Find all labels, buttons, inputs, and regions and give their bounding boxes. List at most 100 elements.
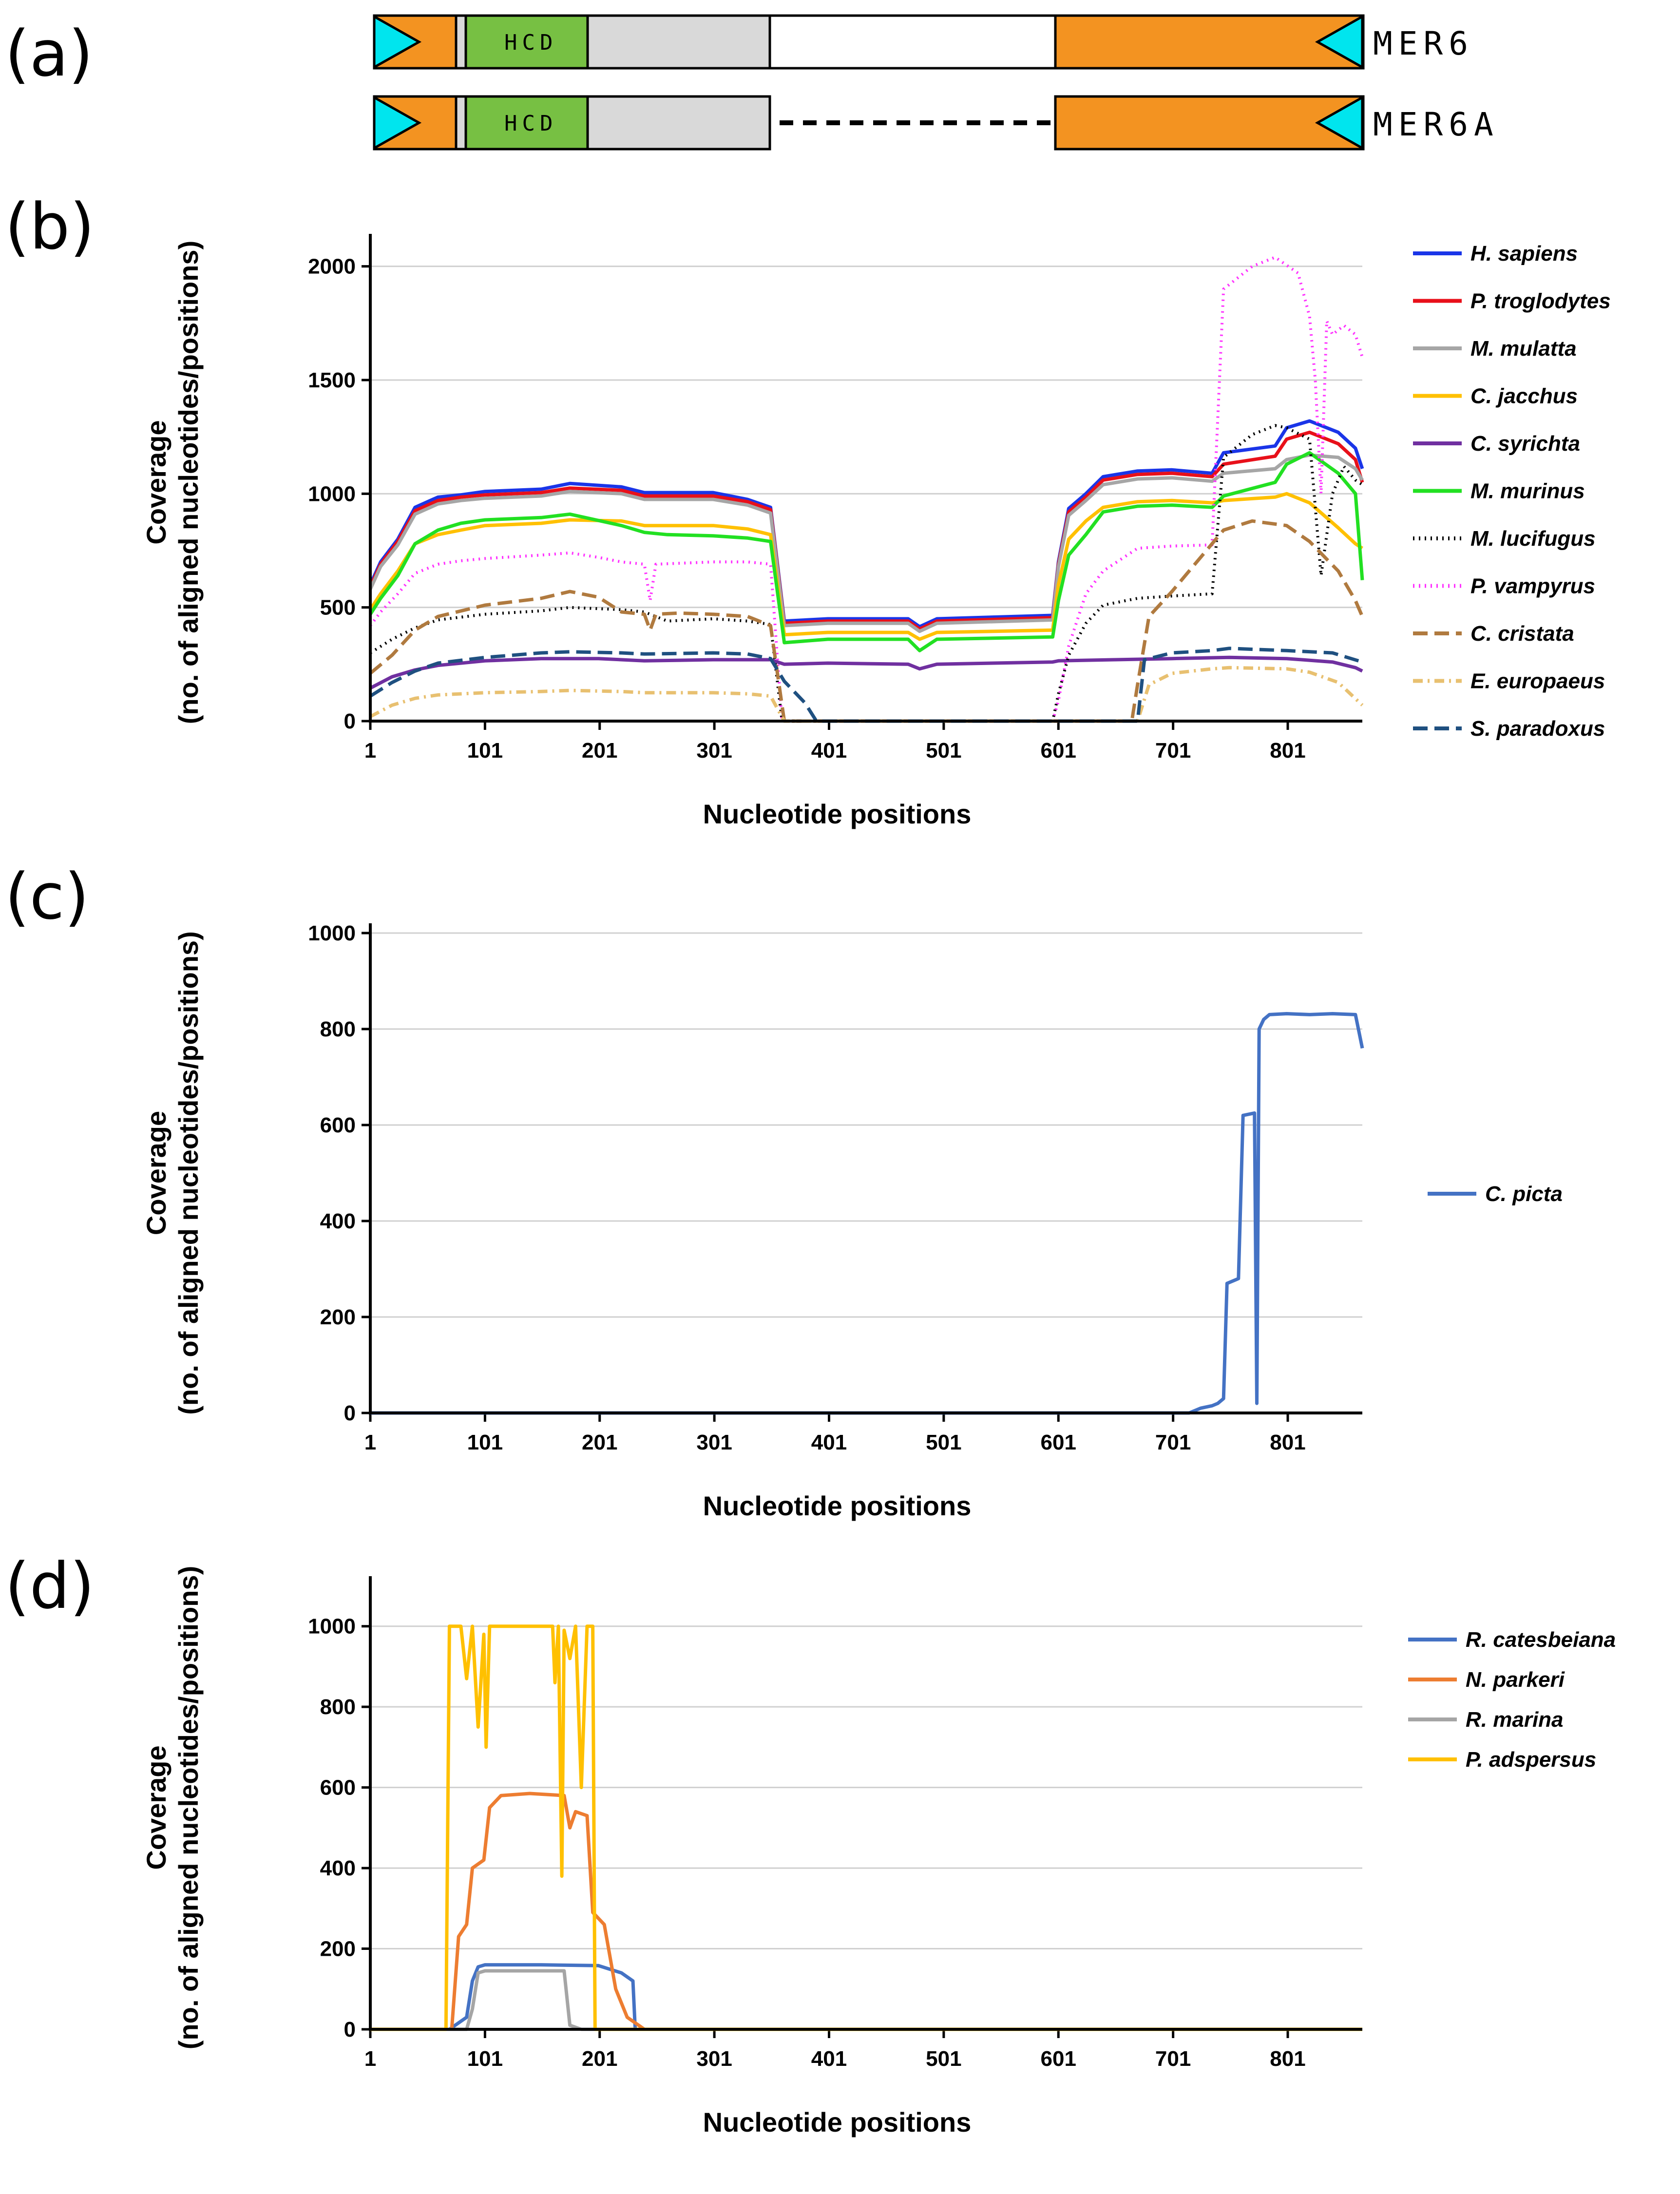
- series-line: [368, 453, 1364, 633]
- series-line: [370, 1624, 1362, 2031]
- legend-label: P. troglodytes: [1470, 289, 1611, 313]
- series-line: [369, 647, 1363, 723]
- x-tick-label: 401: [811, 1431, 847, 1454]
- y-tick-label: 2000: [308, 255, 356, 279]
- x-tick-label: 401: [811, 739, 847, 763]
- mer6a-structure: HCD MER6A: [373, 95, 1499, 151]
- y-axis-title: Coverage: [141, 1745, 172, 1870]
- legend-label: S. paradoxus: [1470, 717, 1605, 741]
- y-tick-label: 600: [320, 1776, 356, 1800]
- x-tick-label: 301: [696, 739, 732, 763]
- x-tick-label: 601: [1041, 739, 1076, 763]
- y-tick-label: 1000: [308, 482, 356, 506]
- x-tick-label: 201: [582, 739, 617, 763]
- x-tick-label: 1: [364, 1431, 376, 1454]
- legend-label: C. syrichta: [1470, 432, 1580, 456]
- x-tick-label: 601: [1041, 2047, 1076, 2071]
- x-tick-label: 701: [1155, 1431, 1191, 1454]
- legend-label: M. mulatta: [1470, 337, 1577, 361]
- series-line: [369, 492, 1363, 641]
- mer6-left-tir-icon: [373, 14, 422, 70]
- y-tick-label: 200: [320, 1937, 356, 1961]
- series-line: [368, 430, 1364, 631]
- legend-label: E. europaeus: [1470, 669, 1605, 693]
- legend-label: H. sapiens: [1470, 242, 1578, 266]
- y-axis-title: Coverage: [141, 420, 172, 544]
- legend-label: N. parkeri: [1466, 1668, 1565, 1692]
- mer6a-right-tir-icon: [1315, 95, 1364, 151]
- x-tick-label: 501: [926, 739, 961, 763]
- series-line: [369, 666, 1364, 723]
- y-tick-label: 800: [320, 1695, 356, 1719]
- mer6-name: MER6: [1373, 25, 1474, 62]
- x-tick-label: 101: [467, 739, 503, 763]
- x-axis-title: Nucleotide positions: [703, 2107, 972, 2137]
- series-line: [370, 1969, 1362, 2031]
- series-line: [369, 256, 1364, 723]
- panel-label-b: (b): [5, 190, 95, 264]
- x-tick-label: 701: [1155, 739, 1191, 763]
- y-tick-label: 500: [320, 596, 356, 620]
- y-tick-label: 0: [344, 1401, 356, 1425]
- series-line: [369, 655, 1363, 690]
- x-tick-label: 1: [364, 2047, 376, 2071]
- legend-label: C. cristata: [1470, 622, 1574, 646]
- legend-label: C. jacchus: [1470, 384, 1578, 408]
- y-tick-label: 0: [344, 709, 356, 733]
- x-tick-label: 301: [696, 2047, 732, 2071]
- panel-label-d: (d): [5, 1549, 95, 1623]
- x-tick-label: 801: [1270, 1431, 1305, 1454]
- y-axis-title-detail: (no. of aligned nucleotides/positions): [173, 931, 204, 1414]
- x-tick-label: 801: [1270, 739, 1305, 763]
- x-tick-label: 401: [811, 2047, 847, 2071]
- mer6a-name: MER6A: [1373, 106, 1499, 143]
- y-tick-label: 1000: [308, 1615, 356, 1639]
- chart-b: 0 500 1000 1500 2000 1 101 201 301 401 501 601 701 80…: [141, 234, 1611, 829]
- legend-label: M. lucifugus: [1470, 527, 1596, 551]
- legend-label: C. picta: [1485, 1182, 1563, 1206]
- y-axis-title-detail: (no. of aligned nucleotides/positions): [173, 1566, 204, 2049]
- y-tick-label: 200: [320, 1305, 356, 1329]
- transposon-schematic: HCD MER6 HCD MER6A: [373, 14, 1499, 151]
- y-tick-label: 1500: [308, 368, 356, 392]
- x-tick-label: 101: [467, 2047, 503, 2071]
- y-tick-label: 400: [320, 1856, 356, 1880]
- y-axis-title-detail: (no. of aligned nucleotides/positions): [173, 241, 204, 724]
- legend-label: P. vampyrus: [1470, 574, 1595, 598]
- mer6a-hcd-label: HCD: [504, 111, 557, 136]
- y-axis-title: Coverage: [141, 1111, 172, 1235]
- panel-label-a: (a): [5, 17, 93, 91]
- x-tick-label: 801: [1270, 2047, 1305, 2071]
- x-tick-label: 1: [364, 739, 376, 763]
- x-tick-label: 201: [582, 2047, 617, 2071]
- chart-d: 0 200 400 600 800 1000 1 101 201 301 401 501 601 701 8…: [141, 1566, 1616, 2137]
- legend-label: M. murinus: [1470, 479, 1585, 503]
- panel-label-c: (c): [5, 859, 89, 934]
- y-tick-label: 1000: [308, 921, 356, 945]
- y-tick-label: 600: [320, 1113, 356, 1137]
- x-tick-label: 101: [467, 1431, 503, 1454]
- x-axis-title: Nucleotide positions: [703, 799, 972, 829]
- series-line: [368, 419, 1364, 629]
- mer6a-hcd-block: [464, 95, 589, 151]
- legend-label: R. catesbeiana: [1466, 1628, 1616, 1652]
- mer6-body: [586, 14, 771, 70]
- mer6-right-tir-icon: [1315, 14, 1364, 70]
- series-line: [369, 451, 1364, 652]
- mer6-hcd-spacer: [455, 14, 467, 70]
- y-tick-label: 800: [320, 1017, 356, 1041]
- y-tick-label: 400: [320, 1209, 356, 1233]
- x-tick-label: 501: [926, 2047, 961, 2071]
- series-line: [369, 519, 1364, 723]
- mer6-hcd-label: HCD: [504, 30, 557, 55]
- series-line: [370, 1963, 1362, 2031]
- x-axis-title: Nucleotide positions: [703, 1490, 972, 1521]
- mer6a-left-tir-icon: [373, 95, 422, 151]
- y-tick-label: 0: [344, 2018, 356, 2041]
- legend-label: R. marina: [1466, 1708, 1564, 1732]
- mer6a-hcd-spacer: [455, 95, 467, 151]
- x-tick-label: 601: [1041, 1431, 1076, 1454]
- series-line: [370, 1792, 1362, 2031]
- series-line: [370, 1012, 1364, 1415]
